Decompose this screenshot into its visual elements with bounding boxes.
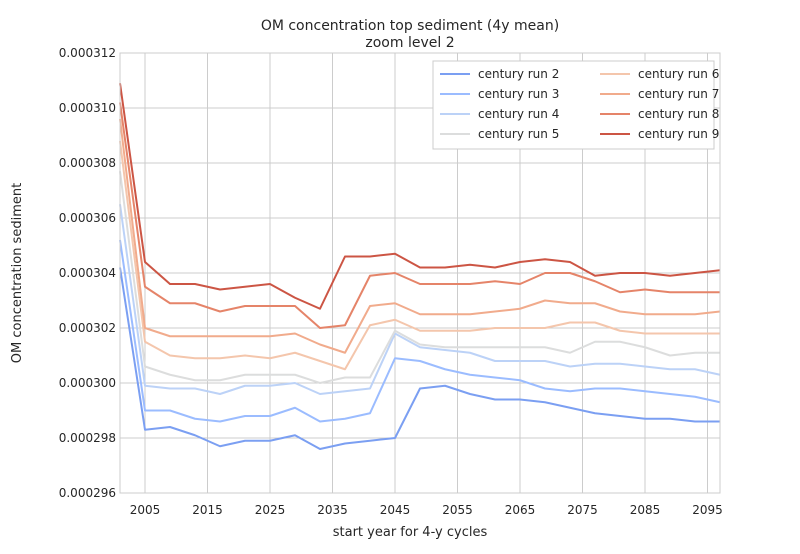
x-tick-label: 2045	[380, 503, 411, 517]
series-line-century-run-8	[119, 102, 720, 329]
y-tick-label: 0.000312	[59, 46, 116, 60]
x-tick-label: 2075	[567, 503, 598, 517]
y-tick-label: 0.000298	[59, 431, 116, 445]
y-tick-label: 0.000300	[59, 376, 116, 390]
legend-label: century run 3	[478, 87, 559, 101]
y-tick-label: 0.000310	[59, 101, 116, 115]
legend-box	[432, 60, 715, 150]
legend-label: century run 9	[638, 127, 719, 141]
legend-label: century run 7	[638, 87, 719, 101]
y-tick-label: 0.000308	[59, 156, 116, 170]
x-axis-ticks: 2005 2015 2025 2035 2045 2055 2065 2075 2085 2095	[130, 503, 723, 517]
plot-frame	[119, 52, 721, 494]
y-tick-label: 0.000302	[59, 321, 116, 335]
y-tick-label: 0.000296	[59, 486, 116, 500]
series-line-century-run-7	[119, 118, 721, 354]
series-lines	[119, 83, 721, 450]
y-axis-ticks: 0.000296 0.000298 0.000300 0.000302 0.000304…	[59, 46, 116, 500]
series-line-century-run-2	[119, 267, 720, 450]
y-tick-label: 0.000304	[59, 266, 116, 280]
series-line-century-run-9	[119, 83, 721, 310]
legend: century run 2 century run 3 century run 4 c…	[432, 60, 719, 150]
x-tick-label: 2025	[255, 503, 286, 517]
series-line-century-run-3	[119, 239, 721, 423]
legend-label: century run 6	[638, 67, 719, 81]
x-tick-label: 2015	[192, 503, 223, 517]
x-tick-label: 2085	[630, 503, 661, 517]
chart-title: OM concentration top sediment (4y mean)	[261, 18, 559, 34]
x-tick-label: 2035	[317, 503, 348, 517]
x-tick-label: 2055	[442, 503, 473, 517]
x-tick-label: 2065	[505, 503, 536, 517]
y-tick-label: 0.000306	[59, 211, 116, 225]
legend-label: century run 8	[638, 107, 719, 121]
series-line-century-run-6	[119, 140, 720, 371]
legend-label: century run 5	[478, 127, 559, 141]
x-tick-label: 2095	[692, 503, 723, 517]
y-axis-label: OM concentration sediment	[10, 183, 25, 363]
legend-label: century run 2	[478, 67, 559, 81]
series-line-century-run-5	[119, 171, 720, 384]
legend-label: century run 4	[478, 107, 559, 121]
x-tick-label: 2005	[130, 503, 161, 517]
x-axis-label: start year for 4-y cycles	[333, 525, 488, 540]
series-line-century-run-4	[119, 204, 721, 395]
chart-subtitle: zoom level 2	[365, 35, 454, 51]
